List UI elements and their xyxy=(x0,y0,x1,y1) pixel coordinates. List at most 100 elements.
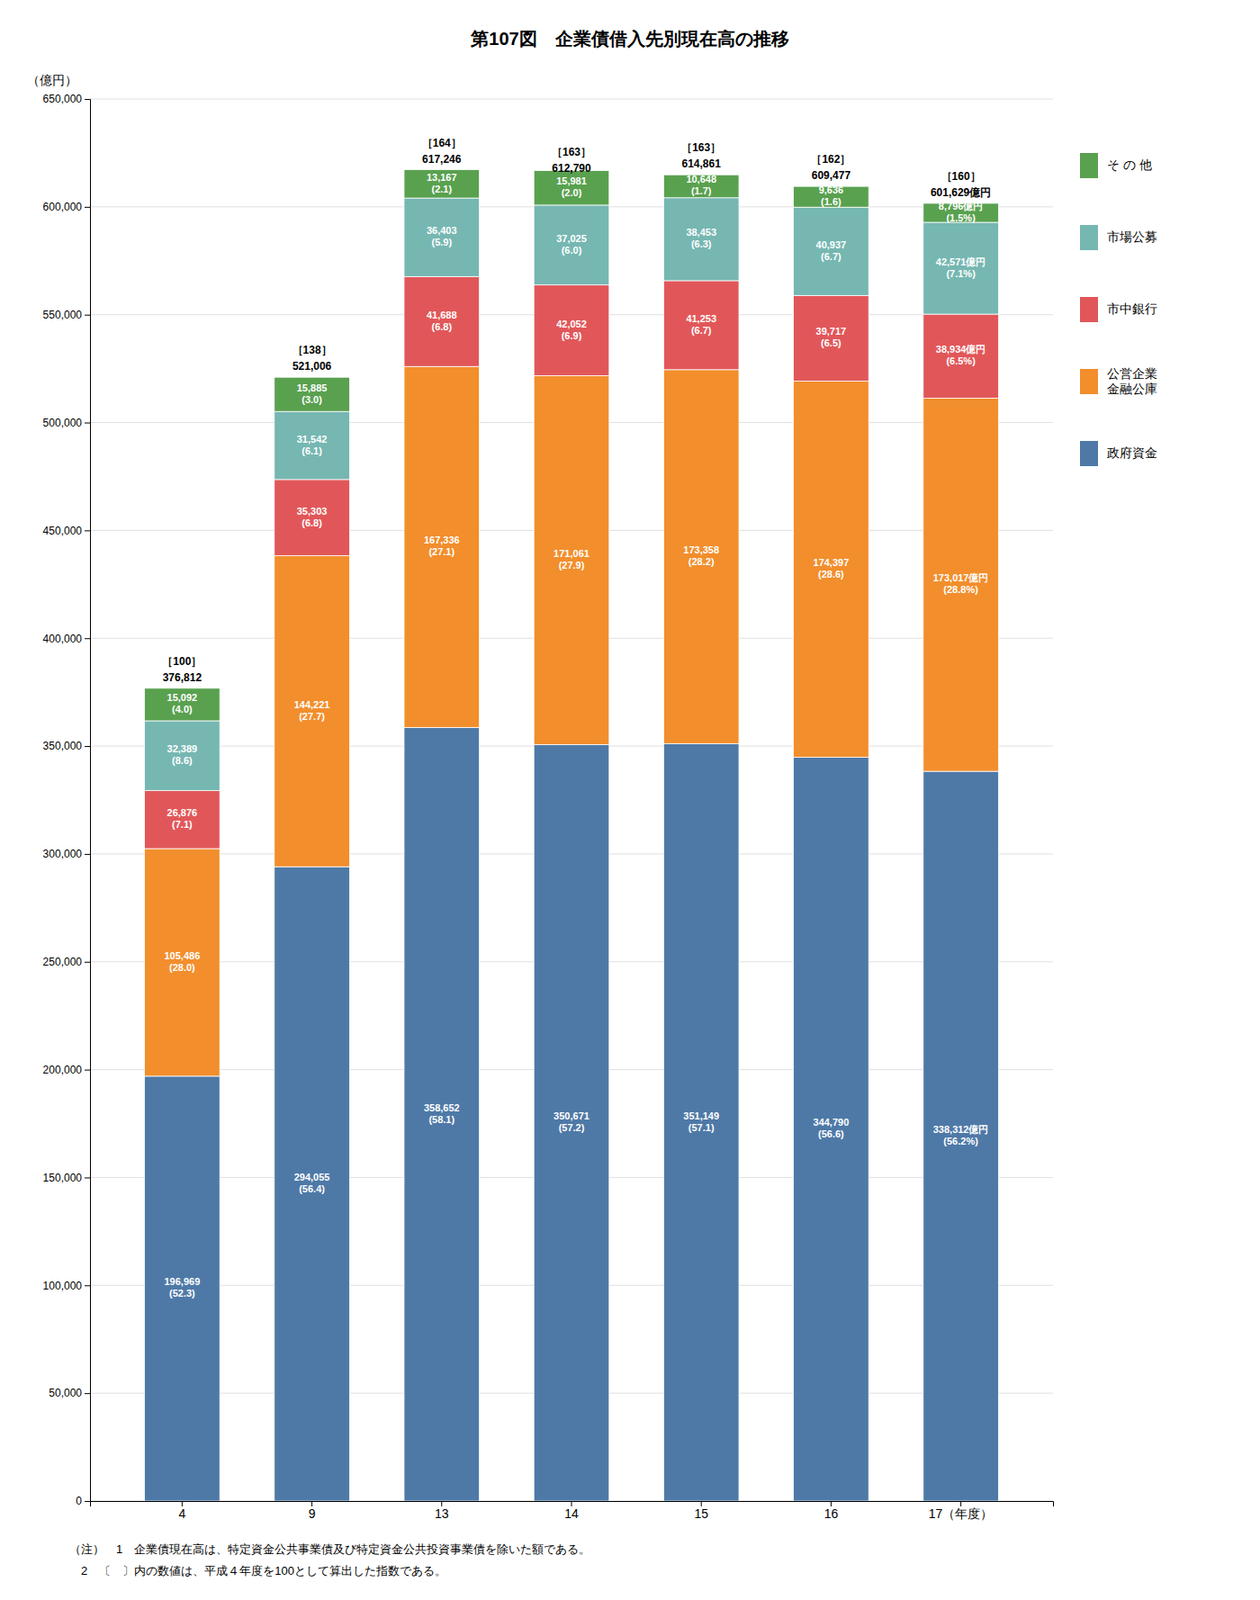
data-label: 9,636(1.6) xyxy=(819,184,845,207)
tick-mark xyxy=(84,315,90,316)
legend-label-line: 政府資金 xyxy=(1107,445,1158,460)
x-tick: 16 xyxy=(824,1501,839,1521)
tick-mark xyxy=(84,1393,90,1395)
data-label-line: (1.7) xyxy=(691,185,712,197)
data-label-line: 42,052 xyxy=(556,317,587,329)
data-label-line: 196,969 xyxy=(164,1276,201,1287)
note: （注） 1 企業債現在高は、特定資金公共事業債及び特定資金公共投資事業債を除いた… xyxy=(69,1542,591,1557)
total-label: 609,477 xyxy=(811,169,852,182)
data-label-line: 26,876 xyxy=(167,807,198,819)
grid xyxy=(90,99,1053,1502)
legend-swatch xyxy=(1080,441,1098,467)
bar xyxy=(144,1076,221,1502)
data-label: 15,981(2.0) xyxy=(556,175,587,198)
tick-label: 400,000 xyxy=(43,632,83,646)
data-label: 41,688(6.8) xyxy=(426,309,458,333)
data-label: 10,648(1.7) xyxy=(685,173,717,197)
index-label: ［164］ xyxy=(422,136,462,150)
legend-item: 市中銀行 xyxy=(1080,297,1158,323)
data-label-line: 36,403 xyxy=(426,225,458,236)
data-label-line: 10,648 xyxy=(685,173,717,185)
y-tick: 600,000 xyxy=(43,200,90,214)
bar xyxy=(404,198,480,277)
tick-label: 50,000 xyxy=(48,1386,82,1400)
series xyxy=(144,727,999,1502)
tick-label: 350,000 xyxy=(43,739,83,753)
chart: 第107図 企業債借入先別現在高の推移196,969(52.3)294,055(… xyxy=(0,0,1260,1600)
data-label-line: (6.1) xyxy=(301,444,323,456)
data-label-line: 31,542 xyxy=(297,432,328,444)
tick-mark xyxy=(84,1501,90,1503)
data-label: 174,397(28.6) xyxy=(813,557,850,580)
data-label: 8,796億円(1.5%) xyxy=(938,200,984,224)
data-label-line: (6.5) xyxy=(820,337,842,349)
bar xyxy=(274,555,351,867)
data-label-line: 174,397 xyxy=(813,557,850,568)
y-tick: 200,000 xyxy=(43,1063,90,1077)
data-label-line: (1.5%) xyxy=(945,212,976,224)
data-label-line: (6.7) xyxy=(820,251,842,262)
data-label-line: (8.6) xyxy=(171,755,193,766)
data-label: 38,934億円(6.5%) xyxy=(936,343,987,367)
tick-label: 4 xyxy=(178,1506,186,1521)
plot: 196,969(52.3)294,055(56.4)358,652(58.1)3… xyxy=(43,92,1054,1521)
tick-mark xyxy=(84,207,90,208)
data-label-line: 105,486 xyxy=(164,950,201,962)
tick-label: 200,000 xyxy=(43,1063,83,1077)
tick-mark xyxy=(84,1177,90,1179)
tick-mark xyxy=(84,423,90,424)
bar xyxy=(274,479,351,557)
bar xyxy=(404,170,480,199)
tick-label: 550,000 xyxy=(43,308,83,322)
data-label-line: 41,253 xyxy=(685,313,717,324)
data-label-line: 350,671 xyxy=(553,1110,590,1122)
data-label-line: 39,717 xyxy=(816,325,847,337)
legend-label-line: 金融公庫 xyxy=(1107,380,1158,396)
tick-label: 14 xyxy=(564,1506,579,1521)
bar xyxy=(404,276,480,367)
bar xyxy=(144,791,221,849)
data-label-line: (28.8%) xyxy=(943,584,979,595)
x-tick: 15 xyxy=(693,1501,709,1521)
data-label-line: (28.6) xyxy=(818,568,845,580)
data-label-line: (7.1%) xyxy=(945,267,976,279)
note: 2 〔 〕内の数値は、平成４年度を100として算出した指数である。 xyxy=(69,1564,447,1578)
data-label-line: 32,389 xyxy=(167,743,198,755)
legend-item: そ の 他 xyxy=(1080,153,1152,179)
legend: そ の 他市場公募市中銀行公営企業金融公庫政府資金 xyxy=(1080,153,1158,467)
index-label: ［138］ xyxy=(292,343,333,357)
data-label-line: (2.0) xyxy=(561,187,583,198)
bar xyxy=(274,411,351,480)
tick-label: 450,000 xyxy=(43,524,83,538)
tick-mark xyxy=(84,1070,90,1071)
tick-mark xyxy=(84,530,90,531)
bar xyxy=(663,743,739,1502)
tick-mark xyxy=(84,962,90,963)
data-label-line: (7.1) xyxy=(171,819,193,830)
series xyxy=(144,198,999,792)
bar xyxy=(793,207,870,296)
data-label-line: 15,092 xyxy=(167,692,198,703)
y-tick: 450,000 xyxy=(43,524,90,538)
data-label: 344,790(56.6) xyxy=(813,1116,850,1140)
data-label: 39,717(6.5) xyxy=(816,325,847,349)
legend-label-line: 市場公募 xyxy=(1107,229,1158,244)
data-label: 42,052(6.9) xyxy=(556,317,587,341)
data-label: 144,221(27.7) xyxy=(294,699,331,722)
legend-item: 公営企業金融公庫 xyxy=(1080,365,1158,396)
legend-swatch xyxy=(1080,369,1098,395)
x-tick: 14 xyxy=(564,1501,579,1521)
bar xyxy=(923,314,999,398)
legend-label-line: そ の 他 xyxy=(1107,157,1152,172)
data-label-line: (56.6) xyxy=(818,1128,845,1140)
legend-swatch xyxy=(1080,297,1098,323)
data-label-line: (2.1) xyxy=(431,183,452,195)
total-label: 617,246 xyxy=(422,153,462,166)
bar xyxy=(533,171,610,206)
data-label: 196,969(52.3) xyxy=(164,1276,201,1299)
bar xyxy=(533,205,610,286)
bar xyxy=(923,397,999,772)
bar xyxy=(144,720,221,792)
x-tick: 9 xyxy=(308,1501,316,1521)
bar xyxy=(793,295,870,381)
